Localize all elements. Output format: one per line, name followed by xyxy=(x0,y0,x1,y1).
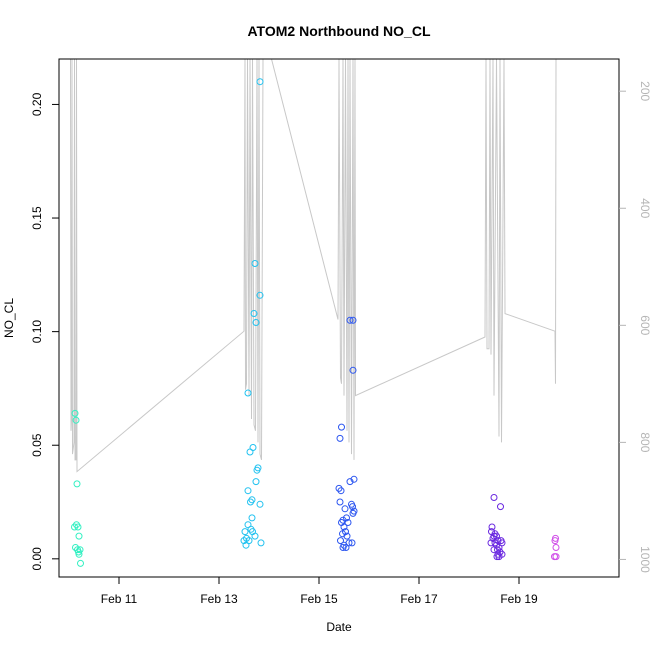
data-point-series-3 xyxy=(337,487,345,495)
y-tick-label: 0.15 xyxy=(30,206,44,230)
data-point-series-2 xyxy=(252,478,260,486)
data-point-series-4 xyxy=(488,523,496,531)
data-point-series-2 xyxy=(246,448,254,456)
data-point-series-3 xyxy=(349,509,357,517)
data-point-series-2 xyxy=(241,528,249,536)
data-point-series-2 xyxy=(252,319,260,326)
y2-tick-label: 1000 xyxy=(638,546,650,573)
data-point-series-2 xyxy=(244,389,252,397)
x-tick-label: Feb 19 xyxy=(500,592,538,606)
data-point-series-2 xyxy=(253,466,261,474)
points-layer xyxy=(71,78,560,567)
data-point-series-2 xyxy=(240,537,248,545)
data-point-series-2 xyxy=(250,310,258,317)
x-axis: Feb 11 Feb 13 Feb 15 Feb 17 Feb 19 xyxy=(101,577,538,606)
data-point-series-3 xyxy=(338,423,345,431)
data-point-series-1 xyxy=(72,416,80,424)
y-tick-label: 0.10 xyxy=(30,320,44,344)
data-point-series-3 xyxy=(343,532,351,540)
data-point-series-2 xyxy=(242,541,250,549)
data-point-series-2 xyxy=(251,260,259,267)
data-point-series-1 xyxy=(73,480,81,488)
data-point-series-2 xyxy=(256,291,264,299)
data-point-series-2 xyxy=(247,498,254,506)
secondary-series-line xyxy=(70,58,557,473)
data-point-series-3 xyxy=(348,539,356,547)
data-point-series-2 xyxy=(251,532,259,540)
data-point-series-5 xyxy=(551,537,559,545)
data-point-series-3 xyxy=(342,544,350,551)
chart-title: ATOM2 Northbound NO_CL xyxy=(247,23,430,39)
data-point-series-3 xyxy=(346,316,354,324)
data-point-series-3 xyxy=(349,316,357,324)
data-point-series-5 xyxy=(552,544,560,551)
data-point-series-4 xyxy=(493,532,500,540)
data-point-series-1 xyxy=(74,523,82,531)
y2-tick-label: 800 xyxy=(638,432,650,452)
data-point-series-2 xyxy=(248,514,256,522)
data-point-series-3 xyxy=(335,484,343,492)
data-point-series-1 xyxy=(75,532,83,540)
data-point-series-4 xyxy=(490,546,498,554)
data-point-series-3 xyxy=(336,434,344,442)
data-point-series-2 xyxy=(256,500,264,508)
y-tick-label: 0.05 xyxy=(30,433,44,457)
data-point-series-2 xyxy=(256,78,264,86)
y-axis-label: NO_CL xyxy=(2,298,16,338)
data-point-series-1 xyxy=(75,550,83,558)
data-point-series-2 xyxy=(244,487,252,495)
data-point-series-5 xyxy=(552,553,560,561)
data-point-series-3 xyxy=(339,544,347,551)
data-point-series-3 xyxy=(343,514,350,522)
data-point-series-3 xyxy=(350,475,358,483)
secondary-y-axis: 200 400 600 800 1000 xyxy=(619,81,650,573)
x-tick-label: Feb 11 xyxy=(101,592,138,606)
y2-tick-label: 200 xyxy=(638,81,650,101)
x-tick-label: Feb 15 xyxy=(300,592,338,606)
plot-frame xyxy=(58,58,620,578)
data-point-series-4 xyxy=(497,503,504,511)
data-point-series-4 xyxy=(495,553,503,561)
x-axis-label: Date xyxy=(326,620,352,634)
data-point-series-3 xyxy=(340,523,348,531)
data-point-series-3 xyxy=(337,537,344,545)
secondary-line-layer xyxy=(70,58,557,473)
y-tick-label: 0.00 xyxy=(30,547,44,571)
x-tick-label: Feb 17 xyxy=(400,592,438,606)
y2-tick-label: 600 xyxy=(638,315,650,335)
data-point-series-4 xyxy=(490,494,498,501)
data-point-series-4 xyxy=(493,553,501,561)
data-point-series-2 xyxy=(257,539,265,547)
data-point-series-3 xyxy=(346,478,354,486)
data-point-series-3 xyxy=(349,366,357,374)
y-tick-label: 0.20 xyxy=(30,92,44,116)
y2-tick-label: 400 xyxy=(638,198,650,218)
data-point-series-1 xyxy=(71,523,78,531)
data-point-series-1 xyxy=(77,559,84,567)
data-point-series-3 xyxy=(336,498,344,506)
x-tick-label: Feb 13 xyxy=(200,592,238,606)
data-point-series-3 xyxy=(349,503,356,511)
data-point-series-1 xyxy=(71,409,79,417)
y-axis: 0.00 0.05 0.10 0.15 0.20 xyxy=(30,92,59,571)
data-point-series-3 xyxy=(341,505,349,513)
